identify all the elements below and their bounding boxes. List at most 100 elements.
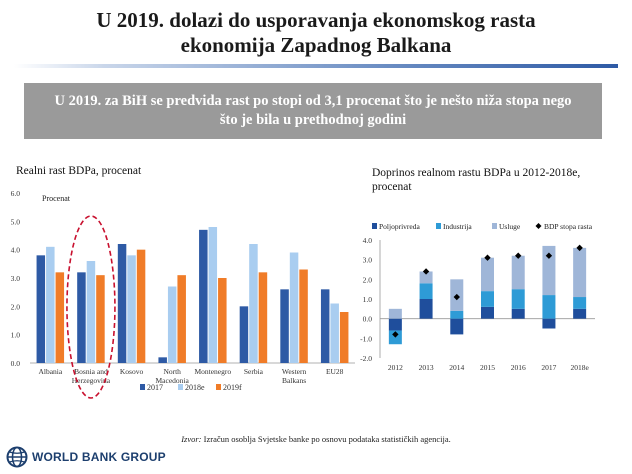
x-tick-label: EU28 xyxy=(326,367,344,376)
bar-Poljoprivreda xyxy=(481,306,494,319)
y-tick-label: 3.0 xyxy=(363,256,373,265)
slide-title: U 2019. dolazi do usporavanja ekonomskog… xyxy=(0,8,632,58)
x-tick-label: Montenegro xyxy=(194,367,231,376)
bar-2017 xyxy=(320,289,330,363)
legend-swatch-bdp xyxy=(535,223,542,229)
x-tick-label: Macedonia xyxy=(156,376,190,385)
y-tick-label: 2.0 xyxy=(363,275,373,284)
bar-Industrija xyxy=(419,283,433,299)
y-tick-label: 2.0 xyxy=(11,302,21,311)
y-tick-label: 1.0 xyxy=(363,295,373,304)
bar-Usluge xyxy=(573,247,587,298)
title-divider xyxy=(14,64,618,68)
source-label: Izvor: xyxy=(181,434,202,444)
bar-2018e xyxy=(289,252,299,363)
x-tick-label: 2015 xyxy=(480,363,495,372)
bar-Usluge xyxy=(388,308,402,319)
legend-swatch-Poljoprivreda xyxy=(372,223,377,229)
y-tick-label: 1.0 xyxy=(11,331,21,340)
y-tick-label: 5.0 xyxy=(11,217,21,226)
globe-icon xyxy=(6,446,28,468)
x-tick-label: 2012 xyxy=(388,363,403,372)
bar-2019f xyxy=(258,272,268,363)
legend-swatch-2017 xyxy=(140,384,145,390)
bar-2018e xyxy=(208,227,218,363)
bar-Usluge xyxy=(542,245,556,296)
bar-2017 xyxy=(199,229,208,363)
x-tick-label: Balkans xyxy=(282,376,306,385)
x-tick-label: Herzegovina xyxy=(72,376,111,385)
legend-label-2017: 2017 xyxy=(147,383,163,392)
bar-Industrija xyxy=(511,289,525,309)
legend-swatch-Usluge xyxy=(492,223,497,229)
bar-2018e xyxy=(46,246,55,363)
bar-Usluge xyxy=(511,255,525,290)
y-tick-label: -1.0 xyxy=(360,334,372,343)
bar-2018e xyxy=(249,244,258,363)
chart1-title: Realni rast BDPa, procenat xyxy=(16,165,142,177)
bar-2019f xyxy=(136,249,146,363)
bar-Poljoprivreda xyxy=(450,318,464,335)
source-note: Izvor: Izračun osoblja Svjetske banke po… xyxy=(0,434,632,444)
bar-Usluge xyxy=(419,271,433,284)
gdp-growth-chart: 0.0 1.0 2.0 3.0 4.0 5.0 6.0 Procenat Albania Bosn… xyxy=(11,189,355,399)
x-tick-label: Kosovo xyxy=(120,367,144,376)
x-tick-label: Albania xyxy=(38,367,62,376)
legend-label-2018e: 2018e xyxy=(185,383,205,392)
bar-2017 xyxy=(158,357,167,363)
x-tick-label: 2014 xyxy=(449,363,464,372)
x-tick-label: 2016 xyxy=(511,363,526,372)
x-tick-label: North xyxy=(163,367,181,376)
bar-2019f xyxy=(218,278,227,363)
bar-2018e xyxy=(330,303,339,363)
bar-Poljoprivreda xyxy=(388,318,402,331)
bar-2017 xyxy=(77,272,86,363)
bar-2018e xyxy=(167,286,177,363)
highlight-ellipse xyxy=(66,215,116,399)
bar-2019f xyxy=(299,269,308,363)
x-tick-label: Western xyxy=(282,367,307,376)
bar-Poljoprivreda xyxy=(542,318,556,329)
banner-line2: što je bila u prethodnoj godini xyxy=(219,112,407,128)
x-tick-label: 2017 xyxy=(541,363,556,372)
bar-2019f xyxy=(177,275,186,363)
x-tick-label: 2018e xyxy=(570,363,589,372)
bar-Industrija xyxy=(573,297,587,309)
bar-Poljoprivreda xyxy=(419,299,433,319)
legend-label-Industrija: Industrija xyxy=(443,222,472,231)
y-tick-label: 4.0 xyxy=(363,236,373,245)
legend-swatch-2019f xyxy=(216,384,221,390)
summary-banner: U 2019. za BiH se predvida rast po stopi… xyxy=(24,83,602,139)
y-tick-label: 0.0 xyxy=(363,315,373,324)
bdp-marker xyxy=(422,268,430,275)
y-tick-label: -2.0 xyxy=(360,354,372,363)
bar-2018e xyxy=(127,255,136,363)
bar-2018e xyxy=(86,261,96,363)
bar-2017 xyxy=(239,306,249,363)
legend-label-Usluge: Usluge xyxy=(499,222,521,231)
bar-Industrija xyxy=(450,310,464,319)
bdp-marker xyxy=(453,293,460,301)
bar-2019f xyxy=(96,275,105,363)
bdp-marker xyxy=(484,254,491,261)
source-text: Izračun osoblja Svjetske banke po osnovu… xyxy=(201,434,451,444)
bar-2017 xyxy=(117,244,127,363)
y-tick-label: 3.0 xyxy=(11,274,21,283)
bar-Industrija xyxy=(481,291,494,307)
gdp-contribution-chart: Poljoprivreda Industrija Usluge BDP stopa r… xyxy=(360,222,595,372)
y-tick-label: 0.0 xyxy=(11,359,21,368)
x-tick-label: Serbia xyxy=(244,367,264,376)
bdp-marker xyxy=(392,331,399,338)
bar-Usluge xyxy=(481,257,494,292)
legend-swatch-2018e xyxy=(178,384,183,390)
bar-2017 xyxy=(280,289,289,363)
world-bank-logo: WORLD BANK GROUP xyxy=(6,446,166,468)
x-tick-label: Bosnia and xyxy=(74,367,108,376)
bar-2019f xyxy=(339,312,349,363)
slide-title-line1: U 2019. dolazi do usporavanja ekonomskog… xyxy=(96,8,536,32)
bar-2017 xyxy=(36,255,46,363)
x-tick-label: 2013 xyxy=(419,363,434,372)
legend-label-bdp: BDP stopa rasta xyxy=(544,222,593,231)
y-tick-label: 4.0 xyxy=(11,246,21,255)
legend-label-2019f: 2019f xyxy=(223,383,242,392)
